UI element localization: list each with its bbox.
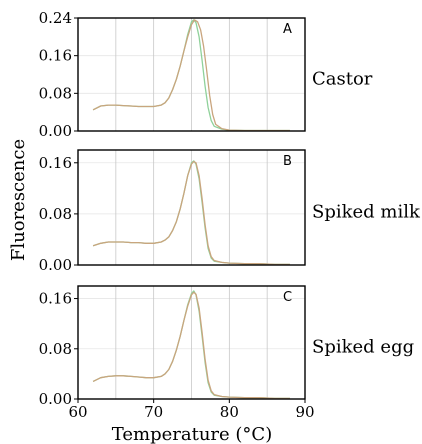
y-tick-label: 0.00 [39, 256, 72, 274]
panel-letter: A [283, 22, 292, 37]
x-tick-label: 60 [68, 403, 87, 421]
panel-letter: C [283, 290, 292, 305]
panel-a: 0.24 0.16 0.08 0.00 A Castor [39, 9, 373, 140]
x-tick-label: 90 [295, 403, 314, 421]
panel-b: 0.16 0.08 0.00 B Spiked milk [39, 149, 421, 274]
panel-name: Spiked milk [312, 202, 421, 223]
panels-group: 0.24 0.16 0.08 0.00 A Castor 0.16 0.08 0.00 B Spik… [39, 9, 421, 408]
x-tick-label: 70 [144, 403, 163, 421]
x-axis-title: Temperature (°C) [112, 424, 272, 444]
y-tick-label: 0.16 [39, 47, 72, 65]
panel-c: 0.16 0.08 0.00 C Spiked egg [39, 285, 414, 408]
series-line-2 [92, 291, 290, 400]
panel-frame [77, 17, 306, 132]
y-tick-label: 0.08 [39, 340, 72, 358]
y-tick-label: 0.00 [39, 390, 72, 408]
panel-name: Spiked egg [312, 337, 414, 358]
y-tick-label: 0.16 [39, 290, 72, 308]
y-tick-label: 0.16 [39, 154, 72, 172]
series-line-2 [92, 19, 290, 132]
y-tick-label: 0.08 [39, 205, 72, 223]
panel-frame [77, 149, 306, 266]
y-tick-label: 0.00 [39, 122, 72, 140]
y-tick-label: 0.08 [39, 84, 72, 102]
panel-name: Castor [312, 69, 373, 90]
y-axis-title: Fluorescence [8, 139, 29, 261]
x-tick-label: 80 [220, 403, 239, 421]
panel-letter: B [283, 154, 292, 169]
series-line-2 [92, 160, 290, 266]
y-tick-label: 0.24 [39, 9, 72, 27]
panel-frame [77, 285, 306, 400]
x-tick-labels: 60 70 80 90 [68, 399, 315, 421]
